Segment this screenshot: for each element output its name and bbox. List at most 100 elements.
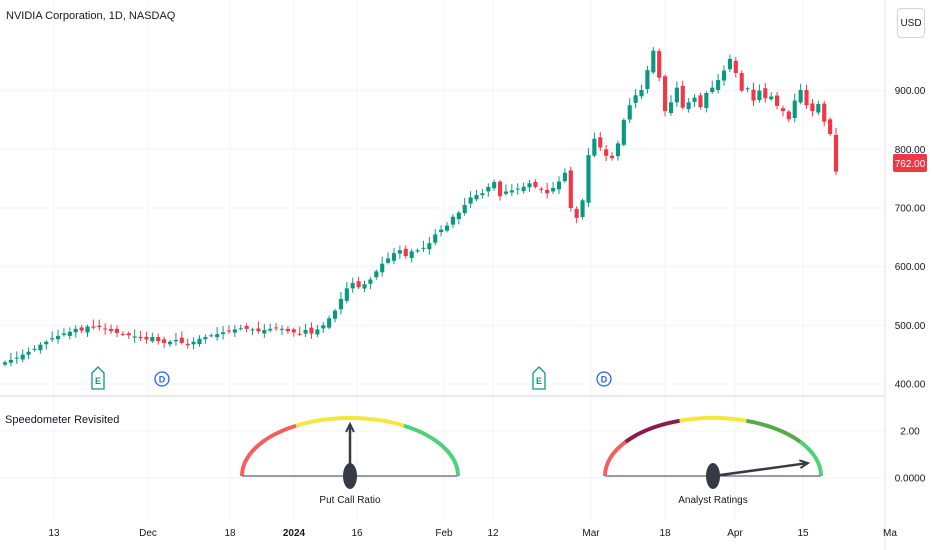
candle-body — [427, 243, 432, 250]
gauge: Put Call Ratio — [240, 416, 460, 506]
candle — [721, 65, 727, 86]
candle — [745, 86, 750, 93]
candle-body — [492, 182, 497, 189]
candle — [833, 127, 839, 176]
time-tick-label: Ma — [883, 528, 897, 539]
candle-body — [279, 328, 285, 330]
candle — [433, 229, 438, 246]
dividend-marker[interactable]: D — [596, 371, 612, 387]
candle-body — [91, 326, 96, 328]
candle — [515, 183, 520, 195]
candle-body — [144, 336, 149, 340]
candle-body — [391, 253, 397, 261]
candle-body — [468, 197, 473, 204]
candle — [179, 331, 184, 345]
candle — [521, 182, 526, 194]
candle — [132, 329, 137, 343]
candle — [97, 319, 102, 331]
candle — [680, 80, 685, 110]
grid-lines — [0, 0, 885, 520]
candle — [50, 331, 55, 343]
candle — [14, 351, 19, 364]
candle-body — [55, 335, 61, 340]
candle — [769, 92, 774, 101]
candle — [733, 57, 738, 78]
candle — [327, 315, 332, 330]
candle — [527, 179, 532, 192]
candle-body — [61, 333, 66, 335]
candle-body — [674, 87, 679, 103]
candle — [403, 245, 408, 259]
candle-body — [816, 104, 821, 113]
candle — [427, 237, 432, 255]
candle-body — [321, 325, 326, 329]
candles-series — [2, 47, 839, 367]
currency-button[interactable]: USD — [897, 8, 925, 38]
candle — [480, 188, 485, 199]
gauge-arc-segment — [240, 423, 297, 477]
candle — [156, 333, 161, 345]
candle-body — [291, 329, 296, 333]
dividend-marker[interactable]: D — [154, 371, 170, 387]
candle — [26, 347, 31, 360]
indicator-tick-label: 0.0000 — [895, 474, 926, 485]
candle-body — [521, 186, 526, 191]
candle-body — [833, 134, 839, 172]
candle-body — [232, 329, 237, 333]
candle — [8, 352, 13, 367]
gauge-hub — [706, 463, 720, 489]
candle-body — [769, 96, 774, 100]
candle — [474, 189, 479, 202]
candle-body — [698, 95, 703, 108]
indicator-axis[interactable]: 2.00 0.0000 — [895, 427, 926, 485]
candle-body — [150, 337, 155, 342]
gauge-needle — [712, 461, 809, 478]
candle — [633, 89, 638, 109]
time-axis[interactable]: 13 Dec 18 2024 16 Feb 12 Mar 18 Apr 15 Ma — [48, 528, 897, 539]
candle-body — [338, 298, 343, 310]
candle — [421, 240, 426, 252]
candle-body — [73, 328, 78, 333]
candle-body — [668, 102, 674, 114]
earnings-marker-shape — [532, 366, 546, 390]
candle — [61, 328, 66, 337]
candle-body — [533, 181, 538, 187]
candle-body — [498, 181, 503, 197]
candle — [651, 47, 656, 75]
candle — [209, 333, 214, 338]
indicator-title[interactable]: Speedometer Revisited — [5, 414, 120, 426]
last-price-tag: 762.00 — [893, 154, 927, 172]
candle — [167, 339, 173, 347]
candle-body — [645, 70, 650, 90]
candle — [315, 325, 320, 338]
gauge-arc-segment — [679, 416, 747, 423]
candle — [621, 118, 626, 147]
candle — [126, 331, 131, 339]
candle — [250, 327, 255, 336]
candle-body — [598, 137, 603, 148]
candle-body — [704, 92, 709, 108]
candle-body — [775, 95, 780, 106]
candle — [698, 92, 703, 110]
time-tick-label: 12 — [487, 528, 499, 539]
earnings-marker[interactable]: E — [532, 366, 546, 390]
candle — [120, 331, 125, 336]
chart-title[interactable]: NVIDIA Corporation, 1D, NASDAQ — [6, 10, 176, 22]
candle-body — [716, 80, 721, 91]
candle — [615, 140, 620, 161]
time-tick-label: 15 — [797, 528, 809, 539]
candle-body — [350, 283, 355, 289]
price-axis[interactable]: 900.00 800.00 700.00 600.00 500.00 400.00 — [895, 86, 926, 390]
earnings-marker[interactable]: E — [91, 366, 105, 390]
candle-body — [633, 95, 638, 103]
price-tick-label: 400.00 — [895, 380, 926, 391]
candle-body — [156, 337, 161, 342]
candle-body — [114, 328, 120, 333]
candle — [73, 325, 78, 338]
candle-body — [586, 155, 591, 203]
candle — [226, 325, 232, 334]
candle-body — [191, 341, 196, 345]
time-tick-label: Apr — [727, 528, 743, 539]
